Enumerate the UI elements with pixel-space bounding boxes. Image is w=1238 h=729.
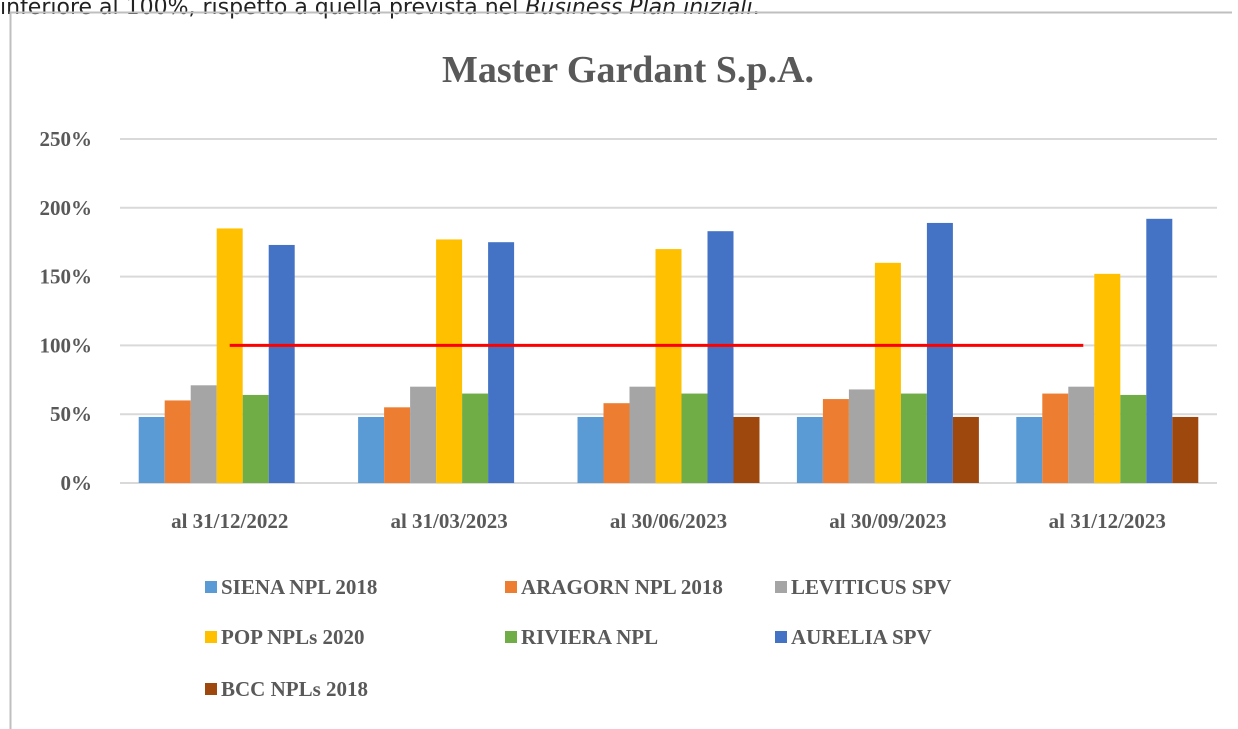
x-tick-label: al 30/06/2023	[610, 509, 727, 533]
legend-label: POP NPLs 2020	[221, 625, 365, 649]
bar	[1016, 416, 1043, 483]
bar	[874, 262, 901, 483]
bar	[462, 393, 489, 483]
bar	[1146, 218, 1173, 484]
document-text: inferiore al 100%, rispetto a quella pre…	[0, 0, 760, 20]
text: Business Plan iniziali	[525, 0, 752, 20]
bar	[733, 416, 760, 483]
chart-frame	[9, 11, 1232, 729]
bar	[926, 222, 953, 483]
x-tick-label: al 31/12/2023	[1049, 509, 1166, 533]
legend-label: BCC NPLs 2018	[221, 677, 368, 701]
legend-swatch	[205, 631, 217, 643]
bar	[242, 394, 269, 483]
bar	[164, 400, 191, 483]
bar	[577, 416, 604, 483]
bar	[796, 416, 823, 483]
bar	[1172, 416, 1199, 483]
bar	[358, 416, 385, 483]
legend-swatch	[775, 631, 787, 643]
x-tick-label: al 31/12/2022	[171, 509, 288, 533]
legend-swatch	[205, 683, 217, 695]
bar	[190, 385, 217, 483]
legend-swatch	[775, 581, 787, 593]
bar	[707, 231, 734, 483]
bar	[900, 393, 927, 483]
text: inferiore al 100%, rispetto a quella pre…	[0, 0, 525, 20]
bar	[655, 249, 682, 483]
y-tick-label: 200%	[40, 196, 93, 220]
bar	[1094, 273, 1121, 483]
legend-label: RIVIERA NPL	[521, 625, 658, 649]
bar	[1120, 394, 1147, 483]
y-tick-label: 150%	[40, 265, 93, 289]
y-tick-label: 250%	[40, 127, 93, 151]
bar	[822, 399, 849, 483]
text: .	[753, 0, 760, 20]
legend-swatch	[205, 581, 217, 593]
bar	[216, 228, 243, 483]
bar	[603, 403, 630, 483]
y-tick-label: 50%	[50, 402, 92, 426]
bar	[436, 239, 463, 483]
legend-label: SIENA NPL 2018	[221, 575, 377, 599]
legend-swatch	[505, 631, 517, 643]
legend-label: ARAGORN NPL 2018	[521, 575, 723, 599]
bar	[410, 386, 437, 483]
chart-title: Master Gardant S.p.A.	[442, 49, 814, 91]
bar	[848, 389, 875, 483]
bar	[138, 416, 165, 483]
bar	[384, 407, 411, 483]
legend-label: LEVITICUS SPV	[791, 575, 951, 599]
y-tick-label: 0%	[61, 471, 93, 495]
legend-label: AURELIA SPV	[791, 625, 932, 649]
y-tick-label: 100%	[40, 333, 93, 357]
bar	[488, 242, 515, 483]
x-tick-label: al 30/09/2023	[829, 509, 946, 533]
legend-swatch	[505, 581, 517, 593]
bar	[268, 244, 295, 483]
x-tick-label: al 31/03/2023	[390, 509, 507, 533]
bar	[629, 386, 656, 483]
bar	[952, 416, 979, 483]
bar	[1042, 393, 1069, 483]
bar	[681, 393, 708, 483]
bar	[1068, 386, 1095, 483]
